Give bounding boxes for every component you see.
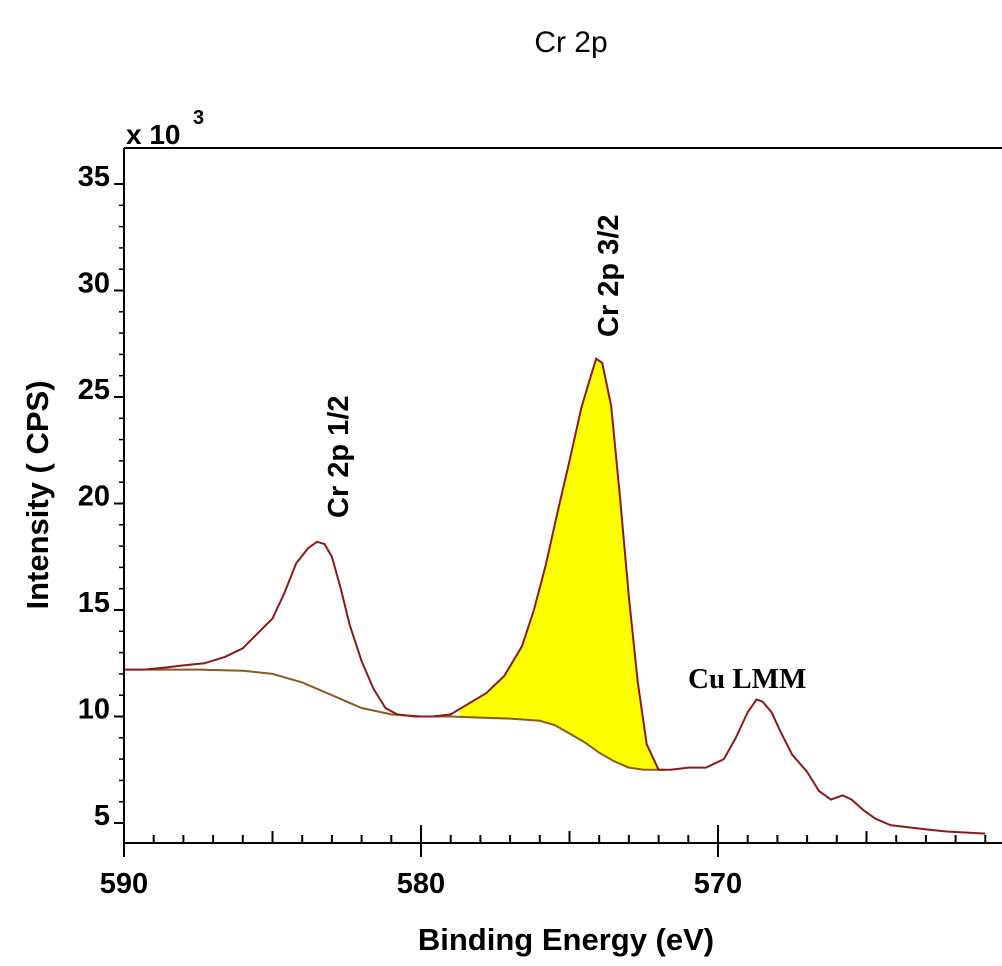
y-tick-label: 25 [78, 374, 110, 406]
background-line [147, 668, 665, 771]
x-tick-label: 580 [397, 868, 445, 900]
annotation-cu-lmm: Cu LMM [688, 663, 806, 695]
y-multiplier-base: x 10 [126, 119, 181, 150]
annotation-cr-2p-3-2: Cr 2p 3/2 [593, 215, 625, 338]
spectrum-lines [124, 357, 986, 835]
y-tick-label: 10 [78, 694, 110, 726]
peak-fill-polygon [459, 358, 665, 770]
y-tick-label: 35 [78, 161, 110, 193]
axes [123, 147, 1002, 844]
y-axis-label: Intensity ( CPS) [20, 380, 55, 609]
x-tick-label: 570 [694, 868, 742, 900]
ticks: 5 10 15 20 25 30 35 590 580 570 [78, 161, 987, 900]
spectrum-line [124, 357, 986, 835]
chart-title: Cr 2p [534, 26, 607, 59]
x-tick-label: 590 [100, 868, 148, 900]
annotations: Cr 2p 1/2 Cr 2p 3/2 Cu LMM [323, 215, 806, 696]
y-tick-label: 15 [78, 587, 110, 619]
cr-2p-3-2-filled-area [459, 358, 665, 770]
y-tick-label: 5 [94, 800, 110, 832]
annotation-cr-2p-1-2: Cr 2p 1/2 [323, 396, 355, 519]
x-axis-label: Binding Energy (eV) [418, 922, 714, 957]
y-tick-label: 20 [78, 481, 110, 513]
y-tick-label: 30 [78, 268, 110, 300]
y-multiplier-exponent: 3 [193, 107, 204, 129]
